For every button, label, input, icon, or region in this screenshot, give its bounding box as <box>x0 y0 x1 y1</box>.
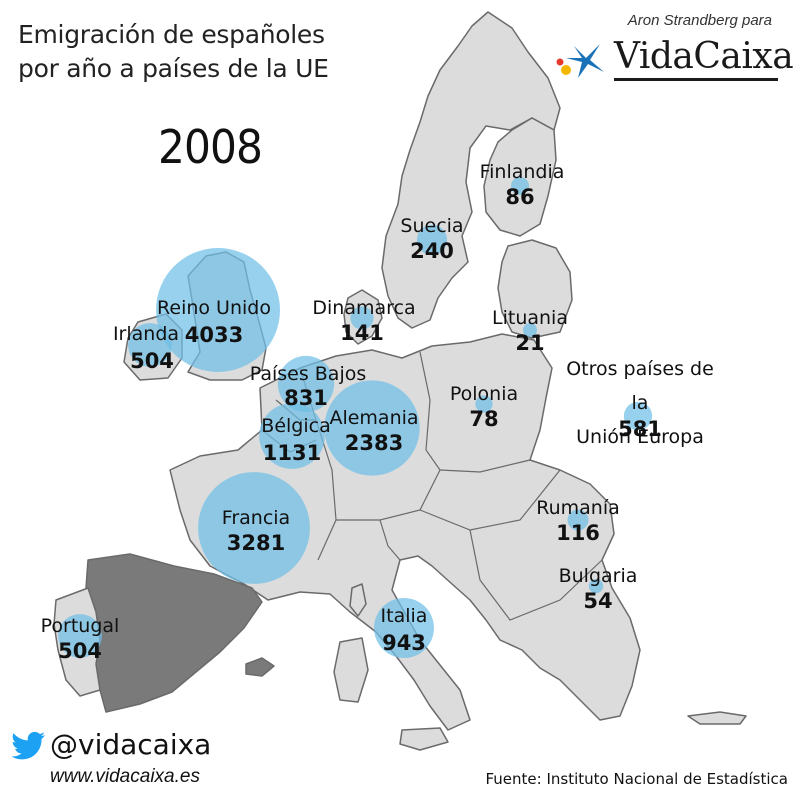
bubble-paises-bajos <box>277 355 335 413</box>
bubble-irlanda <box>128 323 172 367</box>
country-name-polonia: Polonia <box>450 383 518 405</box>
title-line-2: por año a países de la UE <box>18 54 329 83</box>
bubble-bulgaria <box>588 578 604 594</box>
bubble-portugal <box>58 614 102 658</box>
country-value-dinamarca: 141 <box>340 321 384 345</box>
internal-borders <box>261 351 603 621</box>
bubbles <box>58 176 653 658</box>
bubble-francia <box>198 472 310 584</box>
crete-shape <box>687 711 747 725</box>
country-name-francia: Francia <box>222 507 290 529</box>
country-value-finlandia: 86 <box>505 185 534 209</box>
bubble-suecia <box>416 224 448 256</box>
sardinia-shape <box>333 637 369 703</box>
country-name-portugal: Portugal <box>41 615 120 637</box>
country-value-lituania: 21 <box>515 331 544 355</box>
twitter-handle[interactable]: @vidacaixa <box>50 728 212 761</box>
country-value-alemania: 2383 <box>345 431 403 455</box>
source-note: Fuente: Instituto Nacional de Estadístic… <box>485 770 788 788</box>
country-name-finlandia: Finlandia <box>480 161 565 183</box>
country-name-italia: Italia <box>381 605 428 627</box>
year-label: 2008 <box>158 120 263 174</box>
bubble-finlandia <box>510 176 530 196</box>
border-alps <box>336 469 441 521</box>
country-name-alemania: Alemania <box>329 407 418 429</box>
title-line-1: Emigración de españoles <box>18 20 325 49</box>
other-countries-label: Otros países de la Unión Europa <box>560 352 720 454</box>
baltics-shape <box>497 239 573 339</box>
country-name-paises-bajos: Países Bajos <box>250 363 367 385</box>
bubble-italia <box>374 598 434 658</box>
balearic-shape <box>245 657 275 677</box>
country-name-belgica: Bélgica <box>261 415 330 437</box>
border-poland-south <box>439 459 531 473</box>
country-name-irlanda: Irlanda <box>113 323 179 345</box>
website-link[interactable]: www.vidacaixa.es <box>50 766 200 787</box>
country-name-lituania: Lituania <box>492 307 568 329</box>
country-value-belgica: 1131 <box>263 441 321 465</box>
brand-logo: VidaCaixa <box>556 36 794 82</box>
other-countries-value: 581 <box>618 417 662 441</box>
bubble-rumania <box>567 509 589 531</box>
country-value-reino-unido: 4033 <box>185 323 243 347</box>
country-name-dinamarca: Dinamarca <box>312 297 415 319</box>
country-name-rumania: Rumanía <box>536 497 620 519</box>
country-value-paises-bajos: 831 <box>284 386 328 410</box>
other-line-1: Otros países de la <box>566 358 714 414</box>
brand-underline <box>614 78 778 81</box>
country-value-rumania: 116 <box>556 521 600 545</box>
chart-title: Emigración de españoles por año a países… <box>18 18 329 86</box>
country-value-bulgaria: 54 <box>583 589 612 613</box>
country-value-polonia: 78 <box>469 407 498 431</box>
border-italy <box>379 519 401 561</box>
border-balkans-2 <box>469 529 603 621</box>
bubble-dinamarca <box>350 306 374 330</box>
country-name-suecia: Suecia <box>400 215 463 237</box>
brand-name: VidaCaixa <box>614 36 794 77</box>
caixa-star-logo-icon <box>556 44 604 78</box>
bubble-other-countries <box>623 401 653 431</box>
country-value-francia: 3281 <box>227 531 285 555</box>
other-line-2: Unión Europa <box>576 426 704 448</box>
border-germany-poland <box>419 351 441 471</box>
bubble-polonia <box>475 395 493 413</box>
twitter-bird-icon <box>12 732 45 760</box>
bubble-lituania <box>523 323 537 337</box>
bubble-alemania <box>324 380 420 476</box>
country-name-bulgaria: Bulgaria <box>559 565 638 587</box>
country-name-reino-unido: Reino Unido <box>157 297 271 319</box>
bubble-reino-unido <box>156 248 280 372</box>
country-value-suecia: 240 <box>410 239 454 263</box>
sicily-shape <box>399 727 449 751</box>
corsica-shape <box>349 583 367 617</box>
country-value-italia: 943 <box>382 631 426 655</box>
country-value-portugal: 504 <box>58 639 102 663</box>
bubble-belgica <box>259 403 325 469</box>
country-value-irlanda: 504 <box>130 349 174 373</box>
author-credit: Aron Strandberg para <box>627 12 772 29</box>
labels: Reino Unido 4033 Irlanda 504 Países Bajos831… <box>41 161 662 663</box>
border-balkans <box>419 469 561 531</box>
